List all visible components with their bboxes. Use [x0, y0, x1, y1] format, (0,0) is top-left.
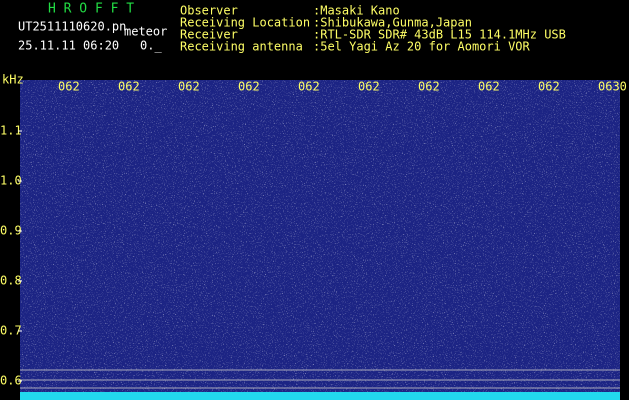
time-label: 062: [478, 80, 500, 94]
time-label: 062: [358, 80, 380, 94]
time-label: 062: [118, 80, 140, 94]
app-title: H R O F F T: [48, 2, 134, 17]
field-label: Receiving Location: [180, 16, 310, 30]
field-value: :5el Yagi Az 20 for Aomori VOR: [313, 40, 531, 54]
level: 0._: [140, 39, 162, 53]
field-value: :Masaki Kano: [313, 4, 400, 18]
field-value: :RTL-SDR SDR# 43dB L15 114.1MHz USB: [313, 28, 566, 42]
y-axis-label: kHz: [2, 73, 24, 87]
time-label: 062: [418, 80, 440, 94]
datetime: 25.11.11 06:20: [18, 39, 119, 53]
y-tick-label: 0.8: [0, 274, 22, 288]
y-tick-label: 1.1: [0, 124, 22, 138]
time-label: 0630: [598, 80, 627, 94]
time-label: 062: [58, 80, 80, 94]
time-label: 062: [298, 80, 320, 94]
field-label: Observer: [180, 4, 238, 18]
file-name: UT2511110620.pn: [18, 20, 126, 34]
noise: [20, 80, 620, 392]
mode: meteor: [124, 25, 167, 39]
time-label: 062: [538, 80, 560, 94]
y-tick-label: 0.9: [0, 224, 22, 238]
y-tick-label: 1.0: [0, 174, 22, 188]
time-label: 062: [238, 80, 260, 94]
field-label: Receiving antenna: [180, 40, 303, 54]
field-label: Receiver: [180, 28, 238, 42]
time-label: 062: [178, 80, 200, 94]
y-tick-label: 0.7: [0, 324, 22, 338]
field-value: :Shibukawa,Gunma,Japan: [313, 16, 472, 30]
y-tick-label: 0.6: [0, 374, 22, 388]
signal-level: [20, 392, 620, 400]
